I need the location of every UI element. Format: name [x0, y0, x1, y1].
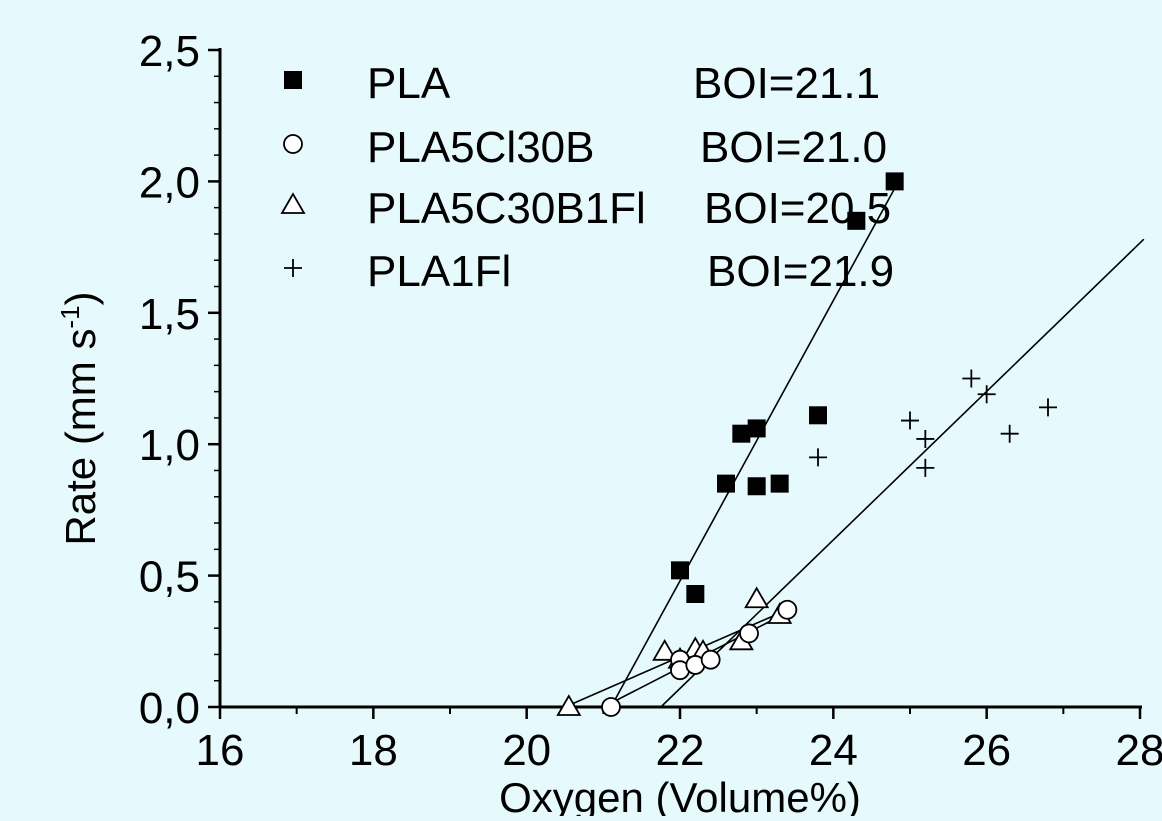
y-tick-label: 1,5	[139, 290, 200, 339]
x-axis-title: Oxygen (Volume%)	[499, 774, 861, 816]
legend-label-0: PLA	[367, 59, 451, 108]
point-series-3	[809, 448, 827, 467]
fit-line-series-3	[660, 238, 1145, 708]
y-tick-label: 1,0	[139, 421, 200, 470]
point-series-2	[652, 639, 678, 661]
legend-boi-3: BOI=21.9	[707, 247, 894, 296]
legend-marker-0	[284, 71, 302, 89]
legend-label-2: PLA5C30B1Fl	[367, 184, 646, 233]
y-axis-title-sup: -1	[55, 305, 85, 328]
point-series-0	[671, 561, 689, 580]
point-series-3	[916, 458, 935, 477]
legend-label-3: PLA1Fl	[367, 247, 511, 296]
x-tick-label: 26	[962, 726, 1011, 775]
point-series-1	[601, 697, 621, 717]
x-tick-label: 18	[349, 726, 398, 775]
point-series-0	[747, 477, 766, 496]
point-series-0	[717, 474, 735, 493]
legend-marker-3	[284, 259, 302, 277]
y-ticks: 0,0 0,5 1,0 1,5 2,0 2,5	[139, 27, 220, 733]
point-series-1	[777, 599, 798, 620]
legend: PLA BOI=21.1 PLA5Cl30B BOI=21.0 PLA5C30B1Fl B…	[280, 59, 894, 296]
legend-boi-1: BOI=21.0	[700, 123, 887, 172]
point-series-0	[686, 584, 705, 603]
y-tick-label: 2,0	[139, 158, 200, 207]
point-series-0	[847, 211, 866, 230]
point-series-0	[747, 419, 766, 438]
x-tick-label: 24	[809, 726, 858, 775]
axes	[218, 48, 1142, 709]
y-axis-title-close: )	[57, 291, 104, 305]
legend-label-1: PLA5Cl30B	[367, 123, 594, 172]
x-tick-label: 22	[656, 726, 705, 775]
point-series-0	[732, 424, 751, 443]
legend-marker-2	[280, 192, 306, 214]
point-series-3	[1000, 424, 1019, 443]
point-series-0	[885, 172, 904, 191]
point-series-0	[809, 406, 827, 425]
x-tick-label: 28	[1116, 726, 1162, 775]
fit-line-series-0	[610, 181, 900, 708]
legend-boi-2: BOI=20.5	[704, 184, 891, 233]
point-series-2	[744, 586, 770, 609]
point-series-3	[916, 429, 935, 448]
data-points	[556, 172, 1057, 717]
point-series-1	[700, 649, 721, 670]
legend-boi-0: BOI=21.1	[693, 59, 880, 108]
y-axis-title-main: Rate (mm s	[57, 329, 104, 546]
legend-marker-1	[283, 134, 303, 154]
x-tick-label: 16	[196, 726, 245, 775]
point-series-0	[770, 474, 789, 493]
point-series-3	[901, 411, 919, 430]
y-tick-label: 0,0	[139, 684, 200, 733]
point-series-1	[739, 623, 759, 644]
x-ticks: 16 18 20 22 24 26 28	[196, 707, 1162, 775]
y-axis-title: Rate (mm s-1)	[55, 291, 104, 545]
point-series-3	[962, 369, 981, 388]
x-tick-label: 20	[502, 726, 551, 775]
point-series-3	[1039, 398, 1057, 417]
point-series-2	[556, 694, 582, 716]
y-tick-label: 2,5	[139, 27, 200, 76]
y-tick-label: 0,5	[139, 553, 200, 602]
point-series-3	[977, 385, 996, 404]
